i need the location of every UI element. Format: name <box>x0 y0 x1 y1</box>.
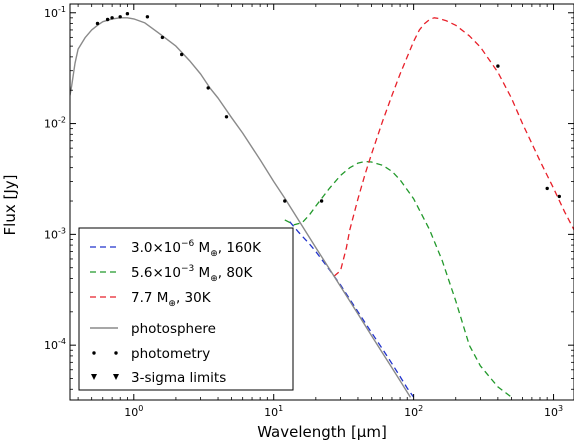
photometry-point <box>496 64 500 68</box>
plot-frame <box>69 3 574 401</box>
y-tick-label: 10-1 <box>44 5 66 20</box>
photometry-point <box>180 52 184 57</box>
plot-area <box>70 12 574 398</box>
legend-entry: photosphere <box>90 321 216 337</box>
photometry-point <box>95 21 100 26</box>
legend-label: 7.7 M⊕, 30K <box>131 290 212 309</box>
series-line-0 <box>289 221 415 398</box>
legend-swatch-dot <box>114 351 118 355</box>
photometry-point <box>110 16 114 20</box>
legend-entry: 7.7 M⊕, 30K <box>90 290 212 309</box>
photometry-point <box>160 35 165 40</box>
photometry-point <box>125 12 130 16</box>
photometry-point <box>105 17 110 22</box>
legend-label: photometry <box>131 346 210 362</box>
series-line-1 <box>284 160 512 398</box>
y-tick-label: 10-4 <box>44 337 66 352</box>
photometry-point <box>545 186 549 191</box>
legend-label: photosphere <box>131 321 216 337</box>
x-axis-label: Wavelength [µm] <box>257 423 387 441</box>
legend-entry: photometry <box>92 346 210 362</box>
photometry-point <box>557 194 561 199</box>
y-tick-label: 10-3 <box>44 226 66 241</box>
legend-entry: 3-sigma limits <box>91 370 226 386</box>
legend-swatch-dot <box>92 351 96 355</box>
y-tick-label: 10-2 <box>44 116 66 131</box>
y-axis-label: Flux [Jy] <box>1 175 19 236</box>
x-tick-label: 101 <box>264 404 283 419</box>
photometry-point <box>319 199 324 203</box>
legend-label: 3-sigma limits <box>131 370 226 386</box>
legend-label: 3.0×10−6 M⊕, 160K <box>131 239 262 259</box>
series-line-2 <box>333 17 574 277</box>
legend-swatch-triangle <box>91 374 97 380</box>
x-tick-label: 102 <box>404 404 423 419</box>
photometry-point <box>224 115 229 119</box>
photometry-point <box>118 15 122 19</box>
x-tick-label: 103 <box>544 404 563 419</box>
legend-label: 5.6×10−3 M⊕, 80K <box>131 264 254 284</box>
legend-entry: 5.6×10−3 M⊕, 80K <box>90 264 254 284</box>
photometry-point <box>283 199 287 203</box>
legend-swatch-triangle <box>113 374 119 380</box>
photometry-point <box>206 86 210 90</box>
x-tick-label: 100 <box>124 404 143 419</box>
legend: 3.0×10−6 M⊕, 160K 5.6×10−3 M⊕, 80K 7.7 M⊕,… <box>78 227 294 391</box>
photometry-point <box>145 15 150 19</box>
legend-box <box>78 227 294 391</box>
legend-entry: 3.0×10−6 M⊕, 160K <box>90 239 262 259</box>
